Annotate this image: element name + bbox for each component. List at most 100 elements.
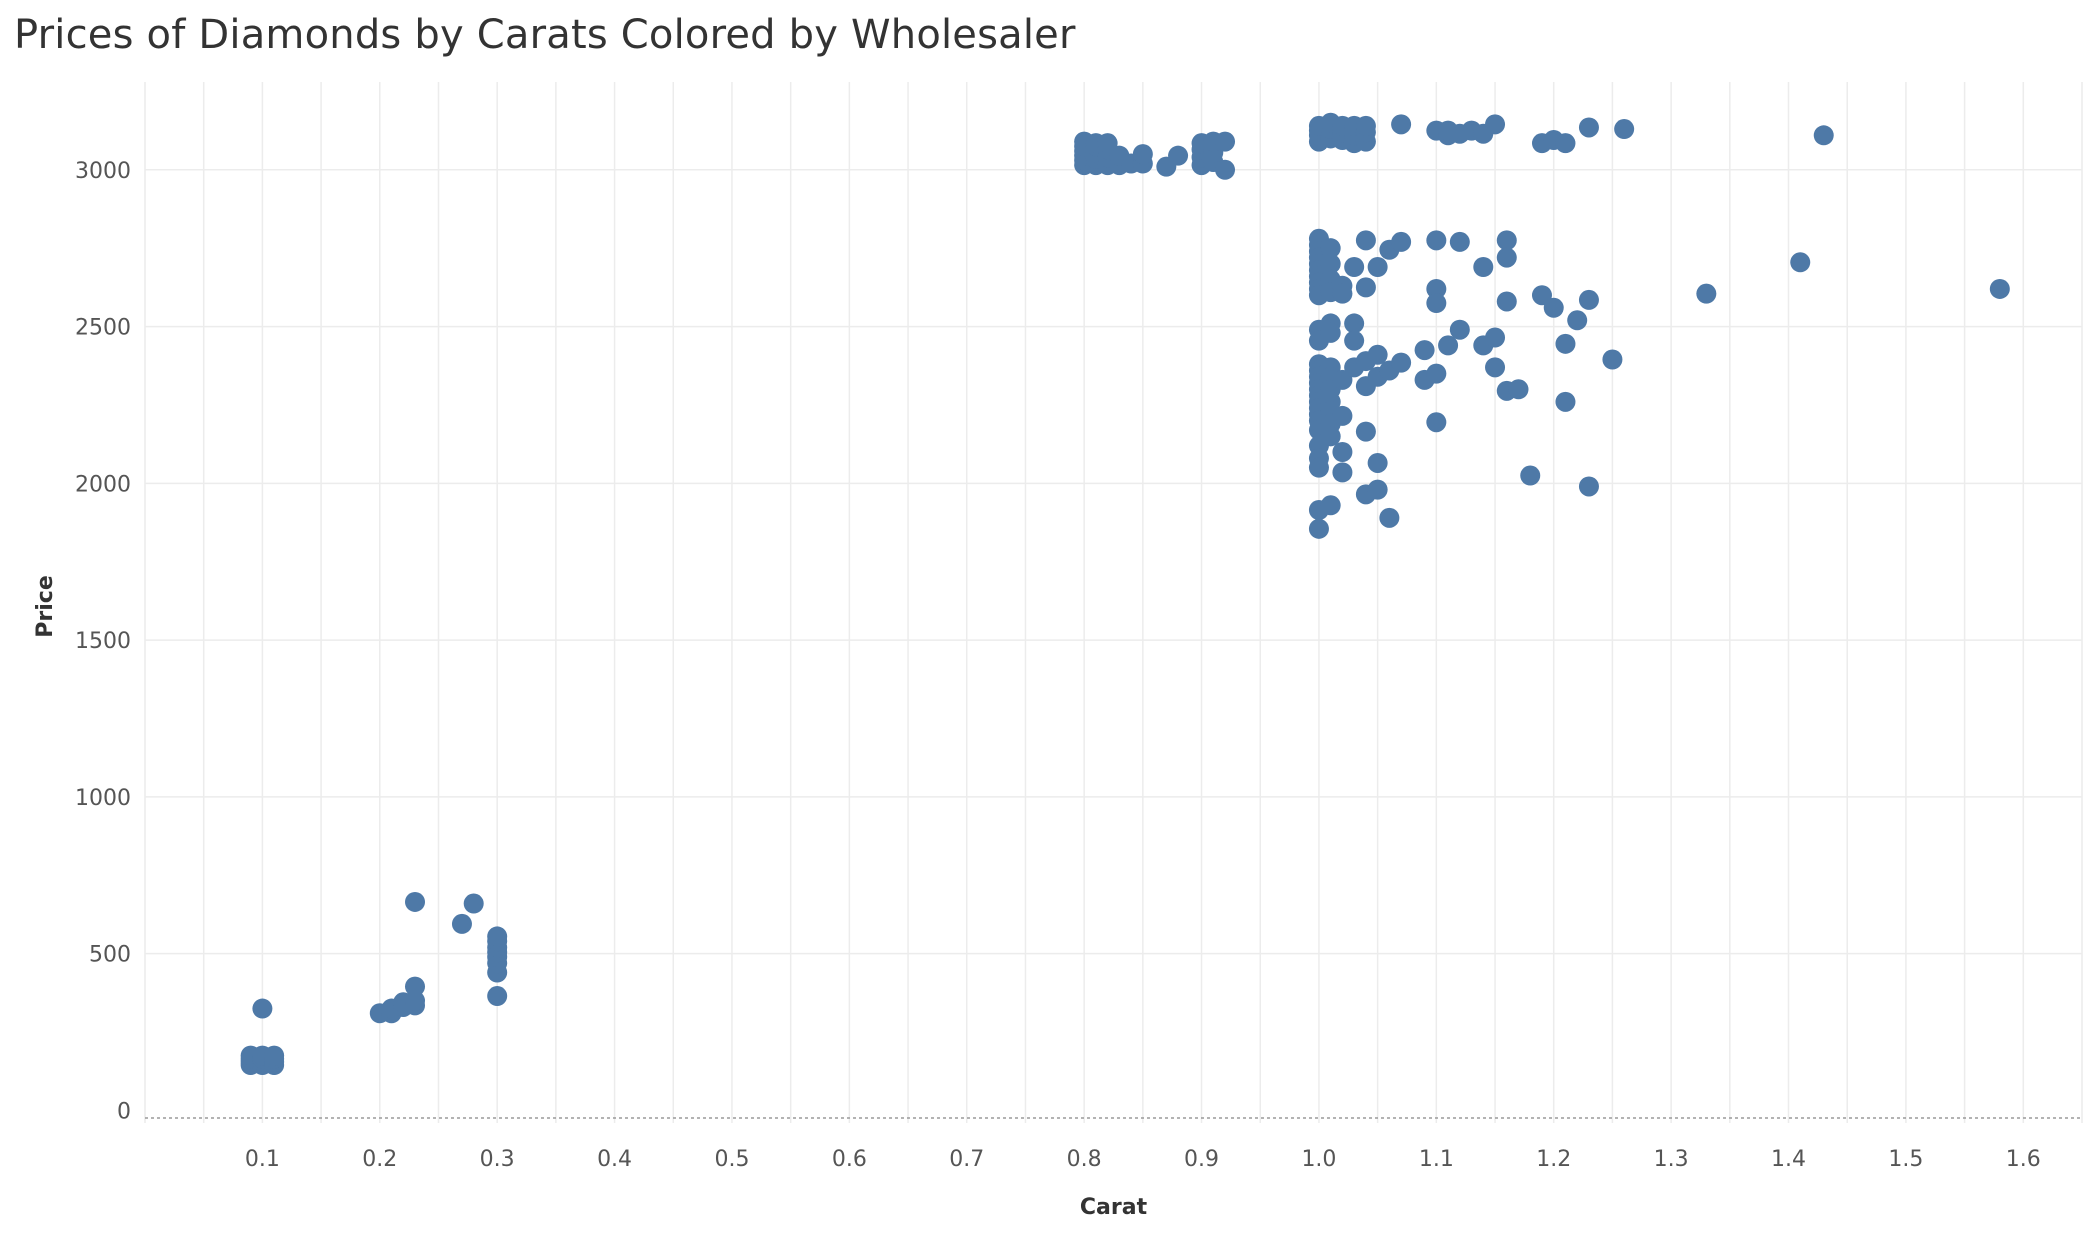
x-tick-label: 1.3 [1654,1147,1689,1172]
data-point [1097,133,1118,154]
data-point [1496,247,1517,268]
data-points [240,112,2010,1075]
data-point [1355,421,1376,442]
data-point [487,926,508,947]
data-point [1414,340,1435,361]
data-point [1344,330,1365,351]
grid [144,82,2083,1123]
data-point [1320,495,1341,516]
data-point [1168,145,1189,166]
data-point [1344,313,1365,334]
data-point [1578,476,1599,497]
y-tick-label: 2500 [75,316,131,341]
data-point [1473,256,1494,277]
data-point [1320,238,1341,259]
data-point [1132,144,1153,165]
data-point [1355,115,1376,136]
y-axis-ticks: 0 500 1000 1500 2000 2500 3000 [75,159,131,1125]
data-point [1696,283,1717,304]
x-tick-label: 1.0 [1301,1147,1336,1172]
data-point [252,998,273,1019]
data-point [1602,349,1623,370]
data-point [463,893,484,914]
x-tick-label: 0.6 [832,1147,867,1172]
x-tick-label: 0.4 [597,1147,632,1172]
data-point [451,913,472,934]
data-point [1520,465,1541,486]
data-point [1578,117,1599,138]
y-axis-title: Price [33,575,58,637]
data-point [1496,291,1517,312]
data-point [1531,285,1552,306]
data-point [1438,335,1459,356]
data-point [1567,310,1588,331]
data-point [1449,319,1470,340]
data-point [405,990,426,1011]
data-point [1485,327,1506,348]
x-axis-title: Carat [1080,1195,1148,1220]
data-point [1379,507,1400,528]
data-point [1496,230,1517,251]
x-tick-label: 1.4 [1771,1147,1806,1172]
x-tick-label: 1.2 [1536,1147,1571,1172]
data-point [1426,278,1447,299]
y-tick-label: 2000 [75,472,131,497]
y-tick-label: 0 [117,1099,131,1124]
x-tick-label: 0.2 [362,1147,397,1172]
data-point [1426,293,1447,314]
data-point [1332,441,1353,462]
data-point [1332,405,1353,426]
data-point [1332,462,1353,483]
y-tick-label: 3000 [75,159,131,184]
x-tick-label: 0.3 [480,1147,515,1172]
data-point [1355,277,1376,298]
data-point [1320,426,1341,447]
data-point [1578,289,1599,310]
y-tick-label: 1500 [75,629,131,654]
data-point [1449,231,1470,252]
data-point [1367,479,1388,500]
data-point [1308,457,1329,478]
data-point [1332,369,1353,390]
x-tick-label: 1.6 [2006,1147,2041,1172]
x-tick-label: 1.1 [1419,1147,1454,1172]
data-point [1320,253,1341,274]
data-point [1790,252,1811,273]
data-point [405,891,426,912]
data-point [1614,119,1635,140]
x-tick-label: 0.8 [1067,1147,1102,1172]
data-point [1344,256,1365,277]
data-point [1813,125,1834,146]
data-point [1320,322,1341,343]
data-point [1555,391,1576,412]
data-point [1367,452,1388,473]
data-point [1391,114,1412,135]
data-point [1426,363,1447,384]
x-tick-label: 0.5 [714,1147,749,1172]
chart-title: Prices of Diamonds by Carats Colored by … [14,12,1076,58]
data-point [1485,114,1506,135]
x-tick-label: 1.5 [1888,1147,1923,1172]
data-point [1391,352,1412,373]
data-point [1391,231,1412,252]
data-point [264,1045,285,1066]
data-point [1555,333,1576,354]
data-point [487,986,508,1007]
y-tick-label: 500 [89,943,131,968]
data-point [405,976,426,997]
data-point [1355,230,1376,251]
data-point [1215,159,1236,180]
data-point [1543,297,1564,318]
data-point [1508,379,1529,400]
data-point [1426,412,1447,433]
x-tick-label: 0.9 [1184,1147,1219,1172]
x-tick-label: 0.7 [949,1147,984,1172]
x-tick-label: 0.1 [245,1147,280,1172]
data-point [1485,357,1506,378]
data-point [1989,278,2010,299]
data-point [1367,256,1388,277]
data-point [1308,518,1329,539]
y-tick-label: 1000 [75,786,131,811]
data-point [1332,283,1353,304]
